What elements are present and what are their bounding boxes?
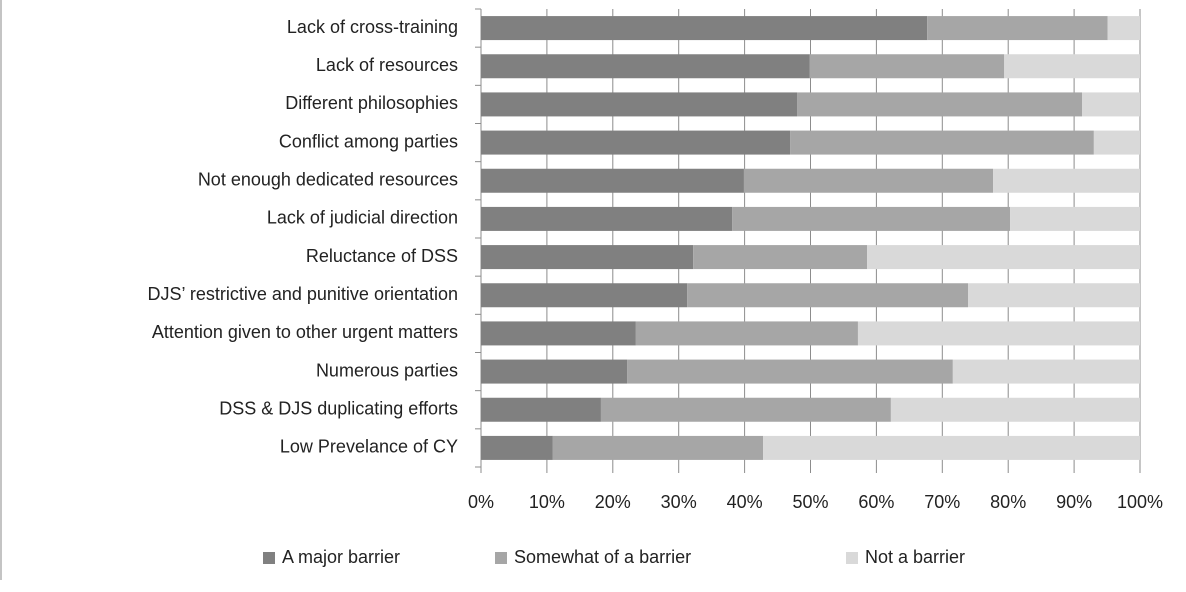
y-tick-label: DJS’ restrictive and punitive orientatio…	[148, 284, 458, 304]
bar-segment	[552, 435, 764, 460]
x-tick-label: 90%	[1056, 492, 1092, 512]
y-tick-label: Different philosophies	[285, 93, 458, 113]
legend-swatch	[263, 552, 275, 564]
bar-segment	[732, 206, 1011, 231]
bar-segment	[481, 283, 688, 308]
y-tick-label: Low Prevelance of CY	[280, 437, 458, 457]
bar-segment	[1093, 130, 1140, 155]
bar-segment	[481, 130, 791, 155]
x-tick-label: 40%	[727, 492, 763, 512]
y-tick-label: Lack of resources	[316, 55, 458, 75]
bar-segment	[790, 130, 1094, 155]
y-tick-label: Reluctance of DSS	[306, 246, 458, 266]
bar-segment	[481, 16, 928, 41]
x-tick-label: 100%	[1117, 492, 1163, 512]
bar-segment	[927, 16, 1108, 41]
bar-segment	[693, 245, 868, 270]
y-tick-label: Lack of judicial direction	[267, 208, 458, 228]
bar-segment	[952, 359, 1140, 384]
y-tick-label: Lack of cross-training	[287, 17, 458, 37]
bar-segment	[481, 359, 628, 384]
legend-label: Somewhat of a barrier	[514, 547, 691, 567]
bar-segment	[743, 168, 994, 193]
bar-segment	[890, 397, 1140, 422]
y-tick-label: Conflict among parties	[279, 131, 458, 151]
bar-segment	[763, 435, 1140, 460]
bar-segment	[627, 359, 953, 384]
x-tick-label: 80%	[990, 492, 1026, 512]
bar-segment	[797, 92, 1083, 117]
bar-segment	[481, 245, 694, 270]
x-tick-label: 30%	[661, 492, 697, 512]
bar-segment	[600, 397, 891, 422]
bar-segment	[687, 283, 969, 308]
y-tick-label: DSS & DJS duplicating efforts	[219, 399, 458, 419]
bar-segment	[867, 245, 1140, 270]
x-tick-label: 10%	[529, 492, 565, 512]
bar-segment	[481, 435, 553, 460]
bar-segment	[481, 92, 798, 117]
legend-swatch	[846, 552, 858, 564]
x-tick-label: 70%	[924, 492, 960, 512]
bar-segment	[481, 54, 810, 79]
x-tick-label: 20%	[595, 492, 631, 512]
bar-segment	[481, 321, 636, 346]
bar-segment	[1082, 92, 1140, 117]
x-tick-label: 0%	[468, 492, 494, 512]
x-tick-label: 50%	[792, 492, 828, 512]
bar-segment	[481, 206, 733, 231]
legend-label: A major barrier	[282, 547, 400, 567]
y-tick-label: Attention given to other urgent matters	[152, 322, 458, 342]
bar-segment	[857, 321, 1140, 346]
bar-segment	[1010, 206, 1140, 231]
bar-segment	[635, 321, 858, 346]
bar-segment	[1004, 54, 1140, 79]
bar-segment	[968, 283, 1140, 308]
y-tick-label: Numerous parties	[316, 360, 458, 380]
bar-segment	[481, 397, 601, 422]
bar-segment	[993, 168, 1140, 193]
legend-swatch	[495, 552, 507, 564]
bar-segment	[481, 168, 744, 193]
bar-segment	[1107, 16, 1140, 41]
y-tick-label: Not enough dedicated resources	[198, 170, 458, 190]
legend-label: Not a barrier	[865, 547, 965, 567]
x-tick-label: 60%	[858, 492, 894, 512]
bar-segment	[809, 54, 1005, 79]
